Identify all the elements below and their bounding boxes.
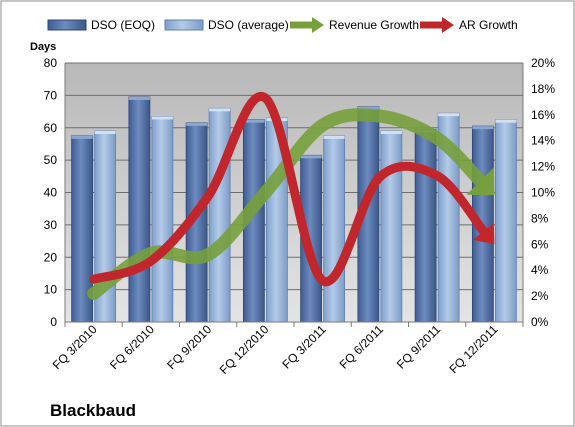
legend-arrow-ar-growth	[442, 17, 454, 33]
y-tick-label: 80	[44, 56, 58, 70]
y-axis-ticks: 0 10 20 30 40 50 60 70 80	[44, 56, 58, 329]
bar-dso-average	[323, 135, 346, 323]
y2-tick-label: 6%	[531, 237, 549, 251]
ar-growth-line	[89, 91, 488, 287]
bar-cap	[323, 135, 345, 139]
revenue-growth-arrowhead	[466, 167, 495, 196]
bar-dso-average	[494, 119, 517, 323]
legend-swatch-dso-average-	[164, 19, 204, 31]
y2-tick-label: 18%	[531, 82, 555, 96]
company-label: Blackbaud	[50, 401, 136, 420]
y2-tick-label: 10%	[531, 186, 555, 200]
bar-cap	[243, 119, 265, 123]
y-tick-label: 0	[50, 315, 57, 329]
y-tick-label: 20	[44, 250, 58, 264]
y2-tick-label: 4%	[531, 263, 549, 277]
legend-swatch-dso-eoq-	[47, 19, 87, 31]
y-axis-label: Days	[30, 41, 56, 53]
bar-dso-eoq	[414, 128, 437, 323]
y-tick-label: 40	[44, 186, 58, 200]
y2-tick-label: 20%	[531, 56, 555, 70]
bar-dso-eoq	[128, 96, 151, 323]
y2-tick-label: 8%	[531, 211, 549, 225]
bar-cap	[151, 116, 173, 120]
y2-axis-ticks: 0% 2% 4% 6% 8% 10% 12% 14% 16% 18% 20%	[531, 56, 555, 329]
y-tick-label: 60	[44, 121, 58, 135]
legend-label-dso-average-: DSO (average)	[208, 18, 289, 32]
y-tick-label: 70	[44, 88, 58, 102]
bar-dso-average	[151, 116, 174, 323]
y2-tick-label: 16%	[531, 108, 555, 122]
ar-growth-arrowhead	[473, 222, 495, 245]
bar-cap	[71, 135, 93, 139]
bar-cap	[495, 119, 517, 123]
bar-cap	[300, 155, 322, 159]
legend-label-dso-eoq-: DSO (EOQ)	[91, 18, 155, 32]
bars	[71, 96, 517, 323]
y-tick-label: 50	[44, 153, 58, 167]
y2-tick-label: 0%	[531, 315, 549, 329]
bar-cap	[472, 126, 494, 130]
legend-arrow-revenue-growth	[312, 17, 324, 33]
y2-tick-label: 14%	[531, 134, 555, 148]
y-tick-label: 10	[44, 283, 58, 297]
y2-tick-label: 12%	[531, 160, 555, 174]
growth-lines	[87, 91, 495, 301]
legend: DSO (EOQ) DSO (average) Revenue Growth AR G…	[47, 17, 518, 33]
bar-cap	[438, 113, 460, 117]
legend-label-revenue-growth: Revenue Growth	[329, 18, 419, 32]
bar-cap	[357, 106, 379, 110]
legend-label-ar-growth: AR Growth	[459, 18, 518, 32]
y2-tick-label: 2%	[531, 289, 549, 303]
bar-dso-average	[380, 130, 403, 323]
axes	[64, 63, 524, 327]
bar-cap	[380, 130, 402, 134]
bar-dso-average	[208, 107, 231, 323]
bar-cap	[94, 130, 116, 134]
y-tick-label: 30	[44, 218, 58, 232]
bar-cap	[209, 108, 231, 112]
bar-cap	[186, 122, 208, 126]
bar-cap	[128, 96, 150, 100]
